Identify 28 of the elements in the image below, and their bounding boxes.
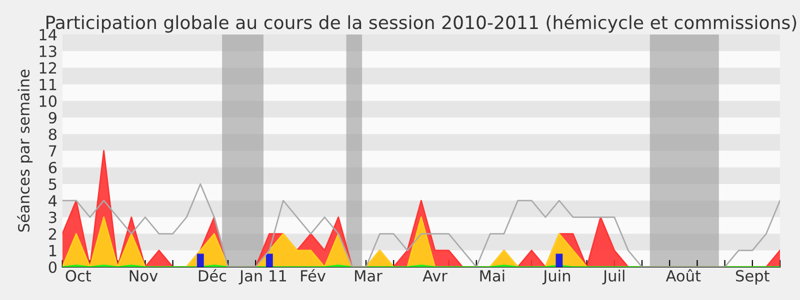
y-tick-label: 3: [48, 212, 56, 224]
x-tick-label: Nov: [130, 270, 158, 282]
y-tick-label: 0: [48, 261, 57, 274]
x-tick-label: Juin: [542, 270, 570, 284]
x-tick-label: Juil: [602, 270, 624, 284]
y-tick-label: 2: [48, 228, 56, 240]
x-tick-label: Sept: [736, 270, 770, 285]
y-tick-label: 5: [49, 178, 56, 190]
y-tick-label: 8: [48, 128, 56, 140]
y-tick-label: 11: [40, 78, 56, 90]
y-axis-title: Séances par semaine: [17, 70, 33, 232]
x-tick-label: Mai: [480, 270, 504, 282]
line-series: [62, 183, 780, 267]
x-tick-label: Avr: [422, 270, 448, 282]
x-tick-label: Jan 11: [238, 270, 286, 284]
x-tick-label: Oct: [66, 270, 92, 282]
x-tick-label: Fév: [301, 269, 326, 282]
x-tick-label: Mar: [355, 270, 382, 282]
x-tick-label: Août: [666, 269, 701, 282]
y-tick-label: 9: [48, 112, 56, 124]
y-tick-label: 10: [40, 95, 57, 107]
y-tick-label: 6: [48, 162, 57, 174]
y-tick-label: 13: [40, 46, 56, 58]
y-tick-label: 1: [49, 245, 56, 256]
y-tick-label: 4: [48, 195, 57, 206]
y-tick-label: 7: [49, 145, 56, 157]
y-tick-label: 12: [40, 62, 56, 74]
x-tick-label: Déc: [198, 269, 226, 282]
